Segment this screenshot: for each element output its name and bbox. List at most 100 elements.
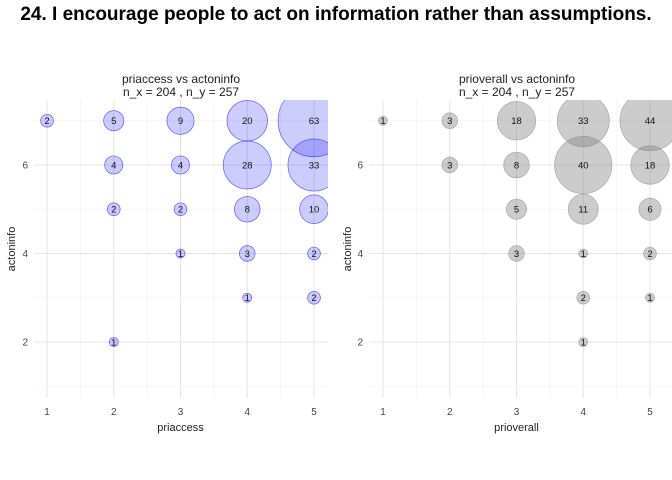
bubble-count-label: 63 [309, 116, 320, 127]
bubble-point [104, 155, 124, 175]
x-axis-label: priaccess [157, 422, 204, 434]
bubble-point [630, 145, 670, 185]
bubble-point [234, 196, 261, 223]
gridlines [369, 100, 672, 398]
x-tick-label: 3 [178, 407, 184, 418]
bubble-count-label: 2 [647, 249, 652, 260]
bubble-count-label: 2 [311, 249, 316, 260]
x-tick-label: 5 [647, 407, 653, 418]
x-axis-label: prioverall [494, 422, 539, 434]
bubble-point [166, 106, 195, 135]
bubble-point [242, 292, 253, 303]
x-tick-label: 5 [311, 407, 317, 418]
bubble-point [307, 246, 321, 261]
bubble-count-label: 1 [581, 249, 586, 260]
bubble-point [441, 156, 458, 174]
y-tick-label: 6 [22, 161, 28, 172]
bubble-point [299, 194, 328, 224]
y-tick-label: 2 [22, 338, 28, 349]
y-axis-label: actoninfo [6, 227, 18, 272]
bubble-point [103, 110, 125, 132]
bubble-point [567, 193, 599, 225]
bubble-count-label: 18 [645, 160, 656, 171]
bubble-count-label: 3 [514, 249, 519, 260]
bubble-count-label: 1 [380, 116, 385, 127]
bubble-point [554, 135, 613, 195]
bubble-count-label: 33 [578, 116, 589, 127]
gridlines [34, 100, 328, 398]
bubble-count-label: 10 [309, 205, 320, 216]
bubble-count-label: 2 [111, 205, 116, 216]
bubble-point [239, 245, 256, 262]
page-title: 24. I encourage people to act on informa… [20, 4, 652, 25]
bubble-count-label: 1 [581, 337, 586, 348]
panel-priaccess: 2 5 9 20 634 4 28 332 2 8 101 3 21 211 2 3 4 5246priacces… [6, 72, 328, 434]
bubble-point [503, 151, 530, 179]
bubble-count-label: 5 [111, 116, 116, 127]
bubble-count-label: 2 [44, 116, 49, 127]
panel-title-line2: n_x = 204 , n_y = 257 [459, 85, 575, 99]
bubble-count-label: 11 [578, 205, 588, 216]
x-tick-label: 1 [44, 407, 50, 418]
bubble-count-label: 40 [578, 160, 589, 171]
bubble-count-label: 18 [511, 116, 522, 127]
bubbles: 1 3 18 33 443 8 40 185 11 63 1 22 11 [378, 100, 672, 348]
bubble-count-label: 2 [581, 293, 586, 304]
y-tick-label: 6 [357, 161, 363, 172]
bubble-point [378, 115, 388, 126]
bubble-count-label: 8 [514, 160, 519, 171]
bubble-point [619, 100, 672, 152]
bubble-count-label: 3 [245, 249, 250, 260]
x-tick-label: 2 [111, 407, 117, 418]
bubbles: 2 5 9 20 634 4 28 332 2 8 101 3 21 21 [40, 100, 328, 348]
bubble-point [40, 113, 54, 128]
bubble-point [441, 112, 458, 129]
bubble-count-label: 3 [447, 160, 452, 171]
bubble-count-label: 1 [647, 293, 652, 304]
bubble-point [106, 202, 121, 217]
bubble-count-label: 1 [111, 337, 116, 348]
x-tick-label: 2 [447, 407, 453, 418]
y-axis-label: actoninfo [342, 227, 354, 272]
bubble-point [578, 248, 589, 259]
bubble-point [638, 197, 662, 221]
bubble-count-label: 9 [178, 116, 183, 127]
panel-title-line1: prioverall vs actoninfo [459, 72, 575, 86]
bubble-point [576, 290, 591, 305]
y-tick-label: 4 [357, 249, 363, 260]
x-tick-label: 3 [514, 407, 520, 418]
bubble-point [287, 138, 328, 192]
x-tick-label: 4 [244, 407, 250, 418]
x-tick-label: 1 [380, 407, 386, 418]
bubble-count-label: 28 [242, 160, 253, 171]
bubble-point [175, 248, 186, 259]
y-tick-label: 4 [22, 249, 28, 260]
bubble-point [578, 337, 589, 347]
bubble-point [222, 140, 272, 190]
bubble-point [307, 290, 321, 305]
bubble-point [645, 292, 655, 303]
panel-title-line1: priaccess vs actoninfo [122, 72, 240, 86]
bubble-count-label: 6 [647, 205, 652, 216]
bubble-count-label: 3 [447, 116, 452, 127]
bubble-point [643, 246, 657, 261]
x-tick-label: 4 [580, 407, 586, 418]
bubble-count-label: 8 [245, 205, 250, 216]
bubble-point [277, 100, 328, 158]
bubble-count-label: 1 [178, 249, 183, 260]
bubble-count-label: 33 [309, 160, 320, 171]
bubble-point [171, 155, 190, 175]
bubble-count-label: 4 [178, 160, 183, 171]
bubble-point [506, 198, 527, 220]
bubble-count-label: 1 [245, 293, 250, 304]
y-tick-label: 2 [357, 338, 363, 349]
bubble-count-label: 4 [111, 160, 116, 171]
bubble-point [508, 245, 525, 262]
bubble-point [556, 100, 610, 148]
panel-prioverall: 1 3 18 33 443 8 40 185 11 63 1 22 111 2 3 4 5246priovera… [342, 72, 672, 434]
bubble-count-label: 20 [242, 116, 253, 127]
bubble-point [496, 101, 537, 141]
bubble-count-label: 2 [178, 205, 183, 216]
panel-title-line2: n_x = 204 , n_y = 257 [123, 85, 239, 99]
